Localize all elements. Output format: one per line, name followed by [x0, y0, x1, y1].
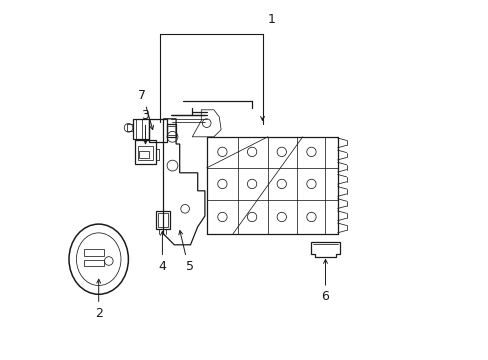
- Bar: [84, 249, 104, 256]
- Text: 2: 2: [95, 307, 102, 320]
- Text: 3: 3: [141, 109, 149, 122]
- Text: 6: 6: [321, 291, 329, 303]
- Bar: [137, 146, 152, 160]
- Bar: [84, 260, 104, 266]
- Text: 4: 4: [158, 260, 166, 273]
- Bar: [134, 140, 156, 164]
- Bar: [158, 213, 168, 227]
- Text: 1: 1: [267, 13, 275, 26]
- Bar: [139, 151, 149, 158]
- Text: 5: 5: [185, 260, 193, 273]
- Bar: [149, 119, 167, 142]
- Text: 7: 7: [138, 89, 145, 102]
- Bar: [156, 211, 170, 229]
- Bar: [133, 119, 149, 139]
- Bar: [167, 124, 176, 137]
